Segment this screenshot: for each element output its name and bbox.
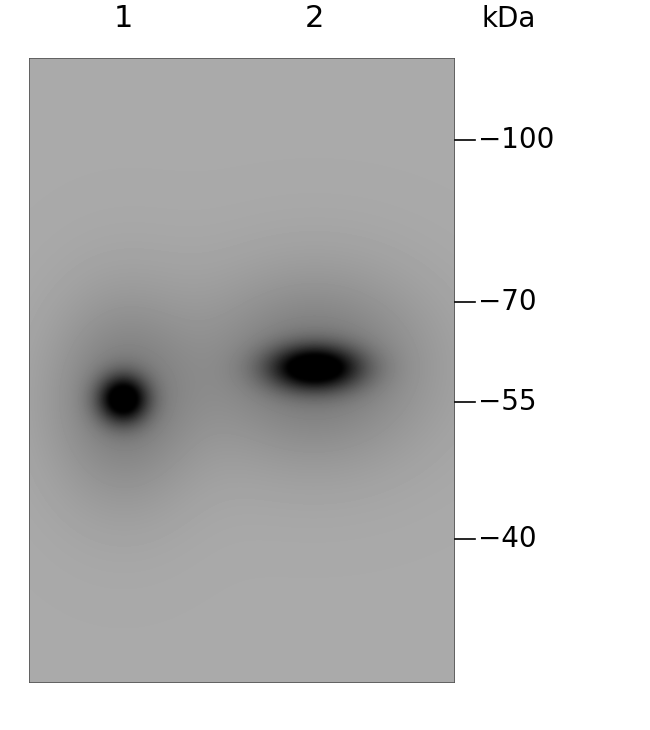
Text: 1: 1 <box>113 4 133 33</box>
Text: −40: −40 <box>478 525 536 553</box>
Text: −55: −55 <box>478 388 536 415</box>
Text: kDa: kDa <box>481 5 536 33</box>
Text: −70: −70 <box>478 288 536 316</box>
Text: −100: −100 <box>478 126 554 153</box>
Text: 2: 2 <box>305 4 324 33</box>
